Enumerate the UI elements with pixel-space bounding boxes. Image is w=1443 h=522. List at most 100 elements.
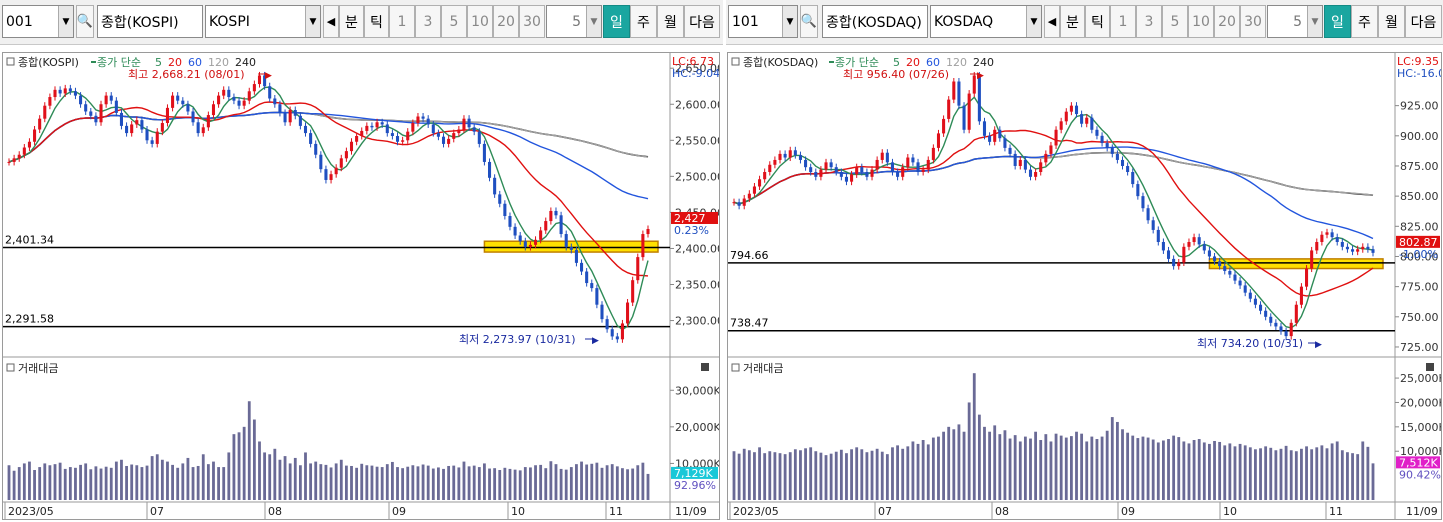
- volume-bar: [212, 461, 215, 500]
- volume-bar: [641, 462, 645, 500]
- period-3-button[interactable]: 3: [1136, 5, 1162, 38]
- period-5-button[interactable]: 5: [441, 5, 467, 38]
- index-code-field[interactable]: 101 ▼: [728, 5, 798, 38]
- volume-bar: [1197, 439, 1201, 500]
- volume-bar: [1264, 446, 1268, 500]
- period-10-button[interactable]: 10: [467, 5, 493, 38]
- volume-bar: [426, 465, 430, 500]
- volume-bar: [48, 465, 52, 500]
- candle-body: [1151, 220, 1155, 230]
- candle-body: [462, 118, 466, 130]
- period-minute-button[interactable]: 분: [339, 5, 364, 38]
- candle-body: [487, 161, 492, 178]
- week-button[interactable]: 주: [630, 5, 657, 38]
- period-tick-button[interactable]: 틱: [364, 5, 389, 38]
- chevron-down-icon[interactable]: ▼: [1026, 6, 1041, 37]
- search-icon[interactable]: 🔍: [76, 5, 94, 38]
- candle-body: [982, 121, 987, 136]
- high-annotation: 최고 956.40 (07/26): [843, 68, 949, 81]
- legend-ma-label: 종가 단순: [835, 56, 879, 69]
- current-pct-label: -1.00%: [1399, 248, 1438, 261]
- volume-bar: [1294, 451, 1298, 500]
- candle-body: [580, 262, 584, 272]
- period-20-button[interactable]: 20: [493, 5, 519, 38]
- candle-body: [211, 104, 216, 116]
- day-button[interactable]: 일: [603, 5, 630, 38]
- ma240-line: [733, 151, 1374, 205]
- week-button[interactable]: 주: [1351, 5, 1378, 38]
- period-1-button[interactable]: 1: [1110, 5, 1136, 38]
- count-field[interactable]: 5 ▼: [546, 5, 602, 38]
- next-button[interactable]: 다음: [684, 5, 720, 38]
- date-label: 07: [150, 505, 164, 518]
- period-30-button[interactable]: 30: [519, 5, 545, 38]
- prev-button[interactable]: ◀: [1044, 5, 1060, 38]
- volume-bar: [937, 436, 940, 500]
- period-20-button[interactable]: 20: [1214, 5, 1240, 38]
- volume-bar: [365, 465, 369, 500]
- volume-bar: [278, 459, 282, 500]
- volume-bar: [437, 467, 440, 500]
- candle-body: [595, 288, 599, 305]
- chevron-down-icon[interactable]: ▼: [1307, 6, 1322, 37]
- candle-body: [636, 257, 640, 281]
- candle-body: [314, 143, 318, 155]
- month-button[interactable]: 월: [657, 5, 684, 38]
- volume-bar: [916, 443, 920, 500]
- month-button[interactable]: 월: [1378, 5, 1405, 38]
- candle-body: [58, 89, 62, 94]
- candle-body: [1080, 114, 1084, 124]
- legend-ma-period: 20: [906, 56, 920, 69]
- candle-body: [1233, 274, 1237, 281]
- candle-body: [737, 202, 741, 206]
- price-tick-label: 775.00: [1400, 281, 1439, 294]
- index-name-field: 종합(KOSDAQ): [822, 5, 928, 38]
- legend-box-icon: [6, 57, 15, 66]
- period-tick-button[interactable]: 틱: [1085, 5, 1110, 38]
- period-3-button[interactable]: 3: [415, 5, 441, 38]
- candle-body: [947, 99, 951, 119]
- next-button[interactable]: 다음: [1405, 5, 1442, 38]
- candle-body: [921, 169, 925, 173]
- volume-bar: [845, 453, 848, 500]
- candle-body: [1366, 246, 1370, 250]
- candle-body: [1008, 147, 1012, 154]
- period-5-button[interactable]: 5: [1162, 5, 1188, 38]
- index-code-field[interactable]: 001 ▼: [2, 5, 74, 38]
- candle-body: [395, 135, 400, 142]
- period-30-button[interactable]: 30: [1240, 5, 1266, 38]
- candle-body: [1085, 117, 1089, 124]
- volume-bar: [181, 463, 185, 500]
- period-1-button[interactable]: 1: [389, 5, 415, 38]
- legend-box-icon: [6, 363, 15, 372]
- count-field[interactable]: 5 ▼: [1267, 5, 1323, 38]
- volume-bar: [1023, 436, 1027, 500]
- candle-body: [1064, 111, 1068, 122]
- day-button[interactable]: 일: [1324, 5, 1351, 38]
- candle-body: [349, 141, 354, 152]
- volume-bar: [191, 467, 195, 500]
- candle-body: [222, 89, 226, 96]
- volume-bar: [865, 452, 869, 500]
- market-select[interactable]: KOSDAQ ▼: [930, 5, 1042, 38]
- prev-button[interactable]: ◀: [323, 5, 339, 38]
- chevron-down-icon[interactable]: ▼: [58, 6, 73, 37]
- candle-body: [1166, 250, 1171, 259]
- candle-body: [1192, 237, 1196, 242]
- volume-bar: [462, 461, 466, 500]
- candle-body: [615, 336, 619, 340]
- volume-bar: [891, 447, 894, 500]
- volume-bar: [621, 468, 624, 500]
- period-10-button[interactable]: 10: [1188, 5, 1214, 38]
- volume-bar: [947, 426, 951, 500]
- chevron-down-icon[interactable]: ▼: [586, 6, 601, 37]
- chevron-down-icon[interactable]: ▼: [305, 6, 320, 37]
- chevron-down-icon[interactable]: ▼: [782, 6, 797, 37]
- search-icon[interactable]: 🔍: [800, 5, 818, 38]
- period-minute-button[interactable]: 분: [1060, 5, 1085, 38]
- kosdaq-chart[interactable]: 925.00 900.00 875.00 850.00 825.00 800.00 775.…: [727, 52, 1443, 520]
- market-select[interactable]: KOSPI ▼: [205, 5, 321, 38]
- kospi-chart[interactable]: 2,650.002,600.002,550.002,500.002,450.00…: [2, 52, 724, 520]
- market-value: KOSPI: [209, 13, 250, 30]
- volume-bar: [1126, 432, 1130, 500]
